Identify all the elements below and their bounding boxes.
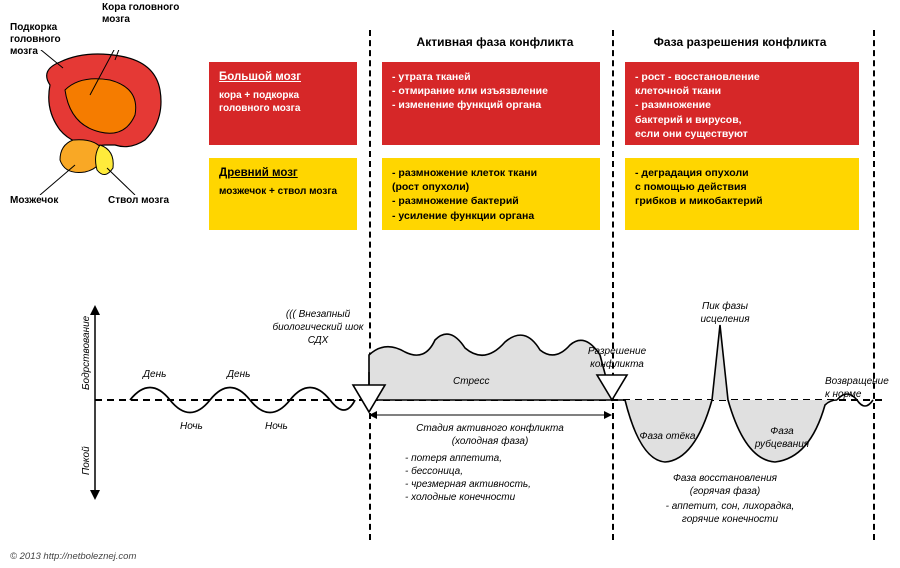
label-cerebellum: Мозжечок xyxy=(10,195,58,207)
label-night-2: Ночь xyxy=(265,420,288,433)
label-day-2: День xyxy=(227,368,250,381)
y-bot-label: Покой xyxy=(81,446,92,475)
brain-svg xyxy=(25,50,180,195)
box-big-brain: Большой мозг кора + подкорка головного м… xyxy=(209,62,357,145)
label-peak: Пик фазы исцеления xyxy=(690,300,760,326)
label-scar: Фаза рубцевания xyxy=(747,425,817,451)
label-active-stage: Стадия активного конфликта (холодная фаз… xyxy=(385,422,595,448)
label-night-1: Ночь xyxy=(180,420,203,433)
y-top-label: Бодрствование xyxy=(81,316,92,390)
big-brain-title: Большой мозг xyxy=(219,70,347,86)
box-red-resolution: - рост - восстановление клеточной ткани … xyxy=(625,62,859,145)
box-yellow-resolution: - деградация опухоли с помощью действия … xyxy=(625,158,859,230)
label-day-1: День xyxy=(143,368,166,381)
header-resolution-phase: Фаза разрешения конфликта xyxy=(625,35,855,49)
header-active-phase: Активная фаза конфликта xyxy=(400,35,590,49)
box-red-active: - утрата тканей - отмирание или изъязвле… xyxy=(382,62,600,145)
two-phase-chart: Бодрствование Покой День День Ночь Ночь … xyxy=(85,300,885,530)
label-cortex: Кора головного мозга xyxy=(102,2,202,26)
label-recovery-stage: Фаза восстановления (горячая фаза) xyxy=(640,472,810,498)
label-shock: ((( Внезапный биологический шок СДХ xyxy=(253,308,383,347)
copyright: © 2013 http://netboleznej.com xyxy=(10,551,136,562)
old-brain-title: Древний мозг xyxy=(219,166,347,182)
old-brain-sub: мозжечок + ствол мозга xyxy=(219,185,347,199)
label-active-bullets: - потеря аппетита, - бессоница, - чрезме… xyxy=(405,452,595,504)
big-brain-sub: кора + подкорка головного мозга xyxy=(219,89,347,116)
brain-diagram: Подкорка головного мозга Кора головного … xyxy=(0,0,190,200)
box-old-brain: Древний мозг мозжечок + ствол мозга xyxy=(209,158,357,230)
label-resolution: Разрешение конфликта xyxy=(572,345,662,371)
label-edema: Фаза отёка xyxy=(630,430,705,443)
label-recovery-bullets: - аппетит, сон, лихорадка, горячие конеч… xyxy=(635,500,825,526)
label-brainstem: Ствол мозга xyxy=(108,195,169,207)
label-return: Возвращение к норме xyxy=(825,375,900,401)
label-stress: Стресс xyxy=(453,375,489,388)
box-yellow-active: - размножение клеток ткани (рост опухоли… xyxy=(382,158,600,230)
